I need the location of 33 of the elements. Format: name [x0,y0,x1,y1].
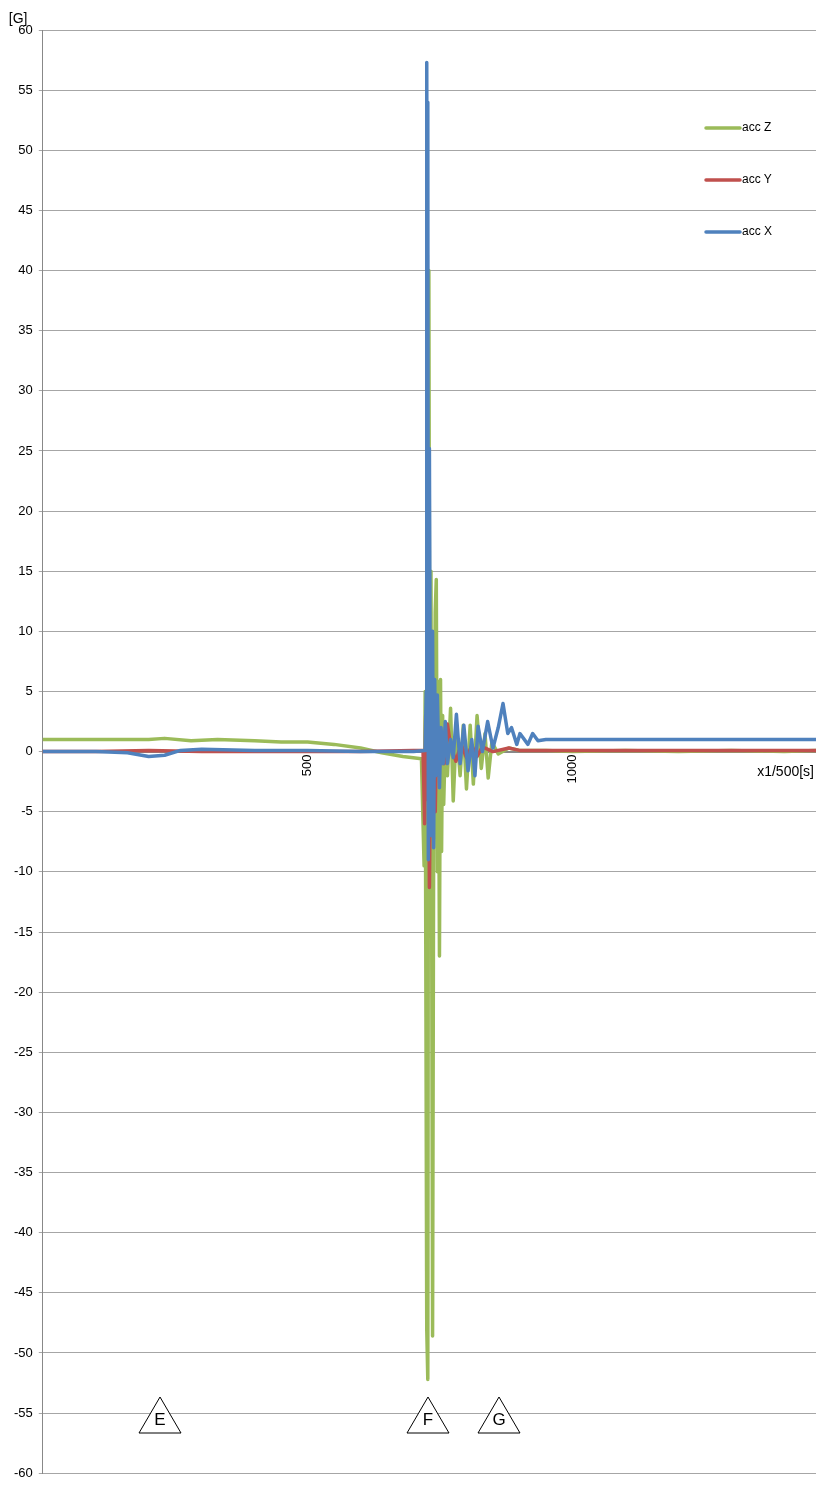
x-axis-title: x1/500[s] [757,763,814,780]
y-tick-label: 20 [18,502,33,518]
y-tick-label: -10 [13,863,33,879]
y-tick-label: 15 [18,562,33,578]
annotation: F [421,1410,435,1430]
annotation: G [491,1410,507,1430]
y-tick-label: -30 [13,1103,33,1119]
x-tick-label: 500 [299,754,315,777]
y-tick-label: 30 [18,382,33,398]
y-tick-label: -35 [13,1164,33,1180]
y-tick-label: -5 [21,803,33,819]
y-tick-label: 35 [18,322,33,338]
legend-label: acc Y [742,172,772,187]
y-tick-label: 50 [18,141,33,157]
legend-label: acc Z [742,120,772,135]
y-tick-label: -20 [13,983,33,999]
y-tick-label: -50 [13,1344,33,1360]
y-tick-label: -40 [13,1224,33,1240]
y-tick-label: 45 [18,201,33,217]
y-tick-label: 0 [25,743,33,759]
annotation: E [153,1410,167,1430]
y-tick-label: 25 [18,442,33,458]
legend-label: acc X [742,224,773,239]
y-tick-label: -25 [13,1043,33,1059]
y-tick-label: -15 [13,923,33,939]
y-tick-label: -60 [13,1464,33,1480]
y-tick-label: 40 [18,262,33,278]
y-tick-label: -55 [13,1404,33,1420]
x-tick-label: 1000 [563,754,579,784]
y-tick-label: 10 [18,622,33,638]
y-tick-label: -45 [13,1284,33,1300]
y-tick-label: 55 [18,81,33,97]
y-tick-label: 5 [25,683,33,699]
